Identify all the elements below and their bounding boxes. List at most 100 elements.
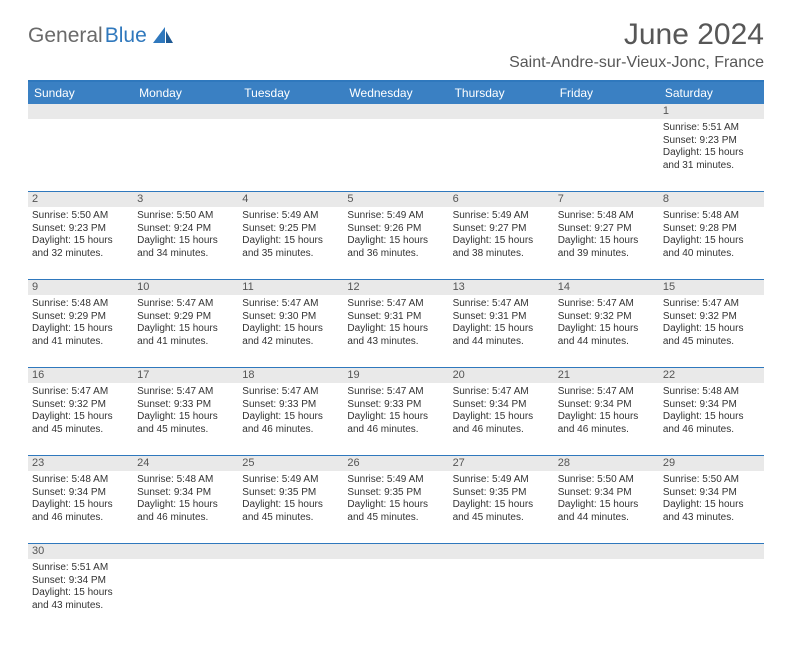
day-cell-line: and 45 minutes. xyxy=(242,512,339,525)
day-cell-line: Daylight: 15 hours xyxy=(453,411,550,424)
day-cell: Sunrise: 5:48 AMSunset: 9:34 PMDaylight:… xyxy=(659,383,764,455)
day-number xyxy=(449,544,554,559)
day-cell-line: and 45 minutes. xyxy=(137,424,234,437)
day-cell-line: Sunset: 9:27 PM xyxy=(453,223,550,236)
day-cell-line: Sunrise: 5:49 AM xyxy=(347,210,444,223)
day-number xyxy=(238,104,343,119)
day-cell-line: Daylight: 15 hours xyxy=(137,499,234,512)
day-number xyxy=(343,544,448,559)
day-cell-line: Daylight: 15 hours xyxy=(558,235,655,248)
day-cell-line: and 43 minutes. xyxy=(347,336,444,349)
day-cell xyxy=(133,559,238,631)
day-cell-content: Sunrise: 5:49 AMSunset: 9:35 PMDaylight:… xyxy=(453,473,550,524)
day-cell: Sunrise: 5:47 AMSunset: 9:32 PMDaylight:… xyxy=(28,383,133,455)
day-cell-line: and 46 minutes. xyxy=(558,424,655,437)
day-cell-content: Sunrise: 5:47 AMSunset: 9:33 PMDaylight:… xyxy=(137,385,234,436)
calendar-grid: SundayMondayTuesdayWednesdayThursdayFrid… xyxy=(28,80,764,631)
day-cell-line: and 44 minutes. xyxy=(558,512,655,525)
day-number xyxy=(133,104,238,119)
day-cell: Sunrise: 5:51 AMSunset: 9:23 PMDaylight:… xyxy=(659,119,764,191)
week-row: Sunrise: 5:48 AMSunset: 9:34 PMDaylight:… xyxy=(28,471,764,543)
day-cell-line: Sunrise: 5:49 AM xyxy=(242,210,339,223)
day-number xyxy=(133,544,238,559)
day-cell-line: Sunrise: 5:47 AM xyxy=(32,386,129,399)
day-cell-line: Sunset: 9:32 PM xyxy=(32,399,129,412)
day-cell-line: and 35 minutes. xyxy=(242,248,339,261)
day-cell xyxy=(449,559,554,631)
day-cell-line: and 41 minutes. xyxy=(137,336,234,349)
day-number: 25 xyxy=(238,456,343,471)
day-cell-line: Daylight: 15 hours xyxy=(32,499,129,512)
title-block: June 2024 Saint-Andre-sur-Vieux-Jonc, Fr… xyxy=(509,18,764,72)
day-cell-line: Sunrise: 5:50 AM xyxy=(32,210,129,223)
day-cell-line: Daylight: 15 hours xyxy=(347,235,444,248)
day-cell: Sunrise: 5:47 AMSunset: 9:31 PMDaylight:… xyxy=(343,295,448,367)
day-number: 6 xyxy=(449,192,554,207)
day-cell xyxy=(659,559,764,631)
day-cell xyxy=(554,119,659,191)
day-cell-line: Sunset: 9:32 PM xyxy=(663,311,760,324)
day-cell: Sunrise: 5:47 AMSunset: 9:32 PMDaylight:… xyxy=(554,295,659,367)
day-cell-line: Sunset: 9:35 PM xyxy=(453,487,550,500)
day-cell-line: Daylight: 15 hours xyxy=(242,235,339,248)
day-cell xyxy=(449,119,554,191)
day-cell-line: Sunrise: 5:48 AM xyxy=(663,210,760,223)
day-cell-line: Sunrise: 5:48 AM xyxy=(32,474,129,487)
day-cell-content xyxy=(347,561,444,562)
day-number-row: 30 xyxy=(28,543,764,559)
day-number: 29 xyxy=(659,456,764,471)
day-cell-line: Sunrise: 5:47 AM xyxy=(137,386,234,399)
day-cell-content xyxy=(137,121,234,122)
day-cell xyxy=(554,559,659,631)
day-cell-line: Daylight: 15 hours xyxy=(663,411,760,424)
day-cell-content: Sunrise: 5:50 AMSunset: 9:34 PMDaylight:… xyxy=(558,473,655,524)
day-cell xyxy=(343,559,448,631)
day-cell-line: Daylight: 15 hours xyxy=(242,411,339,424)
day-number: 30 xyxy=(28,544,133,559)
day-cell-line: Sunrise: 5:47 AM xyxy=(453,386,550,399)
day-cell-content: Sunrise: 5:49 AMSunset: 9:26 PMDaylight:… xyxy=(347,209,444,260)
weekday-header: Thursday xyxy=(449,82,554,104)
day-cell-line: Daylight: 15 hours xyxy=(347,499,444,512)
day-cell-line: Daylight: 15 hours xyxy=(32,235,129,248)
sail-icon xyxy=(151,25,175,45)
day-number: 19 xyxy=(343,368,448,383)
day-number: 21 xyxy=(554,368,659,383)
day-cell-line: Daylight: 15 hours xyxy=(453,499,550,512)
day-cell-content: Sunrise: 5:48 AMSunset: 9:34 PMDaylight:… xyxy=(663,385,760,436)
day-cell-line: Daylight: 15 hours xyxy=(32,323,129,336)
day-cell-line: Sunset: 9:34 PM xyxy=(663,399,760,412)
day-cell-content xyxy=(453,121,550,122)
day-cell-line: and 43 minutes. xyxy=(32,600,129,613)
day-cell-content xyxy=(663,561,760,562)
day-number: 23 xyxy=(28,456,133,471)
day-cell-line: and 46 minutes. xyxy=(663,424,760,437)
day-cell-content xyxy=(32,121,129,122)
day-cell-content: Sunrise: 5:51 AMSunset: 9:34 PMDaylight:… xyxy=(32,561,129,612)
day-cell-content: Sunrise: 5:47 AMSunset: 9:34 PMDaylight:… xyxy=(453,385,550,436)
day-cell-content: Sunrise: 5:48 AMSunset: 9:34 PMDaylight:… xyxy=(137,473,234,524)
brand-text-2: Blue xyxy=(105,24,147,48)
day-cell: Sunrise: 5:48 AMSunset: 9:28 PMDaylight:… xyxy=(659,207,764,279)
day-cell-content: Sunrise: 5:49 AMSunset: 9:27 PMDaylight:… xyxy=(453,209,550,260)
day-cell-content xyxy=(137,561,234,562)
day-number: 26 xyxy=(343,456,448,471)
day-number xyxy=(554,544,659,559)
weekday-header: Saturday xyxy=(659,82,764,104)
day-cell: Sunrise: 5:50 AMSunset: 9:34 PMDaylight:… xyxy=(659,471,764,543)
day-cell: Sunrise: 5:47 AMSunset: 9:33 PMDaylight:… xyxy=(238,383,343,455)
day-cell-line: Daylight: 15 hours xyxy=(242,499,339,512)
day-cell-line: Daylight: 15 hours xyxy=(558,323,655,336)
day-cell-line: Sunrise: 5:50 AM xyxy=(558,474,655,487)
day-cell-line: Sunset: 9:33 PM xyxy=(347,399,444,412)
day-number: 22 xyxy=(659,368,764,383)
day-cell: Sunrise: 5:49 AMSunset: 9:35 PMDaylight:… xyxy=(238,471,343,543)
day-cell-line: Sunrise: 5:50 AM xyxy=(137,210,234,223)
day-cell: Sunrise: 5:47 AMSunset: 9:29 PMDaylight:… xyxy=(133,295,238,367)
day-cell: Sunrise: 5:49 AMSunset: 9:25 PMDaylight:… xyxy=(238,207,343,279)
day-cell-line: Sunrise: 5:47 AM xyxy=(137,298,234,311)
day-cell-line: and 44 minutes. xyxy=(453,336,550,349)
day-cell: Sunrise: 5:47 AMSunset: 9:34 PMDaylight:… xyxy=(554,383,659,455)
day-number: 16 xyxy=(28,368,133,383)
day-number: 28 xyxy=(554,456,659,471)
